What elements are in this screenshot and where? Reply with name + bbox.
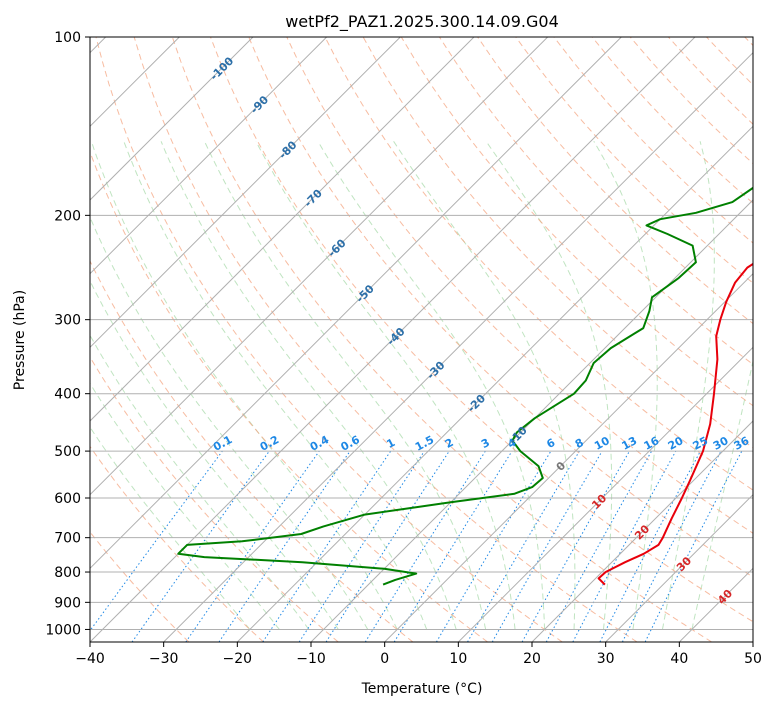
dry-adiabats [90, 37, 753, 642]
y-tick-label-5: 600 [54, 491, 81, 507]
dry-adiabat-20 [95, 37, 563, 642]
mixing-ratio-line-0 [90, 450, 223, 632]
moist-adiabat-8 [160, 141, 457, 630]
moist-adiabat--20 [90, 426, 251, 630]
isotherm-30 [605, 493, 753, 642]
mixing-ratio-line-1 [131, 450, 270, 642]
moist-adiabat-32 [593, 141, 658, 630]
mixing-ratio-line-2 [185, 450, 320, 642]
x-tick-label-8: 40 [670, 651, 688, 667]
y-tick-label-7: 800 [54, 565, 81, 581]
mixing-ratio-label-14: 20 [666, 434, 686, 453]
isotherm--90 [90, 37, 328, 275]
mixing-ratio-label-11: 10 [592, 434, 612, 453]
moist-adiabat-16 [255, 141, 516, 630]
background-lines [90, 37, 753, 642]
mixing-ratio-label-15: 25 [691, 434, 711, 453]
dry-adiabat--10 [90, 356, 339, 642]
dry-adiabat-30 [133, 37, 638, 642]
dry-adiabat-40 [171, 37, 712, 642]
y-tick-label-8: 900 [54, 595, 81, 611]
mixing-ratio-line-3 [218, 450, 351, 642]
x-tick-label-4: 0 [380, 651, 389, 667]
dry-adiabat-60 [248, 37, 753, 578]
isotherm--80 [90, 37, 401, 349]
isotherm-20 [531, 420, 753, 642]
moist-adiabat-0 [90, 141, 398, 630]
mixing-ratio-label-13: 16 [642, 434, 662, 453]
isotherm--40 [90, 37, 696, 642]
y-tick-label-6: 700 [54, 531, 81, 547]
isotherm--50 [90, 37, 622, 570]
mixing-ratio-label-16: 30 [711, 434, 731, 453]
isotherm--10 [310, 199, 753, 642]
y-tick-label-0: 100 [54, 30, 81, 46]
x-tick-label-6: 20 [523, 651, 541, 667]
y-tick-label-3: 400 [54, 387, 81, 403]
moist-adiabat--12 [90, 334, 310, 630]
moist-adiabat-4 [123, 141, 428, 630]
x-axis-ticks: −40 −30 −20 −10 0 10 20 30 40 50 [75, 642, 762, 667]
x-tick-label-1: −30 [149, 651, 179, 667]
mixing-ratio-line-17 [644, 450, 743, 642]
dry-adiabat-50 [210, 37, 753, 623]
series-temperature-line [597, 262, 753, 586]
y-tick-label-9: 1000 [45, 622, 81, 638]
mixing-ratio-label-17: 36 [732, 434, 752, 453]
x-tick-label-0: −40 [75, 651, 105, 667]
isotherm--100 [90, 37, 254, 201]
mixing-ratio-line-14 [572, 450, 677, 642]
mixing-ratio-line-13 [545, 450, 653, 642]
mixing-ratio-line-5 [298, 450, 425, 642]
moist-adiabat-20 [317, 141, 546, 630]
y-tick-label-1: 200 [54, 208, 81, 224]
isotherm--60 [90, 37, 549, 496]
moist-adiabat--8 [90, 279, 339, 630]
x-axis-label: Temperature (°C) [361, 681, 483, 697]
x-tick-label-5: 10 [449, 651, 467, 667]
y-axis-ticks: 100 200 300 400 500 600 700 800 900 1000 [45, 30, 90, 638]
mixing-ratio-line-4 [262, 450, 392, 642]
moist-adiabat-28 [485, 141, 613, 630]
moist-adiabat-24 [393, 141, 576, 630]
dry-adiabat-70 [286, 37, 753, 534]
mixing-ratio-label-12: 13 [620, 434, 640, 453]
plot-frame [89, 36, 754, 643]
y-tick-label-4: 500 [54, 444, 81, 460]
moist-adiabat-36 [661, 141, 715, 630]
dry-adiabat--20 [90, 445, 264, 642]
moist-adiabat--16 [90, 382, 280, 630]
plot-area [90, 37, 753, 642]
mixing-ratio-lines [90, 450, 743, 642]
isotherm-0 [384, 272, 753, 642]
y-tick-label-2: 300 [54, 313, 81, 329]
mixing-ratio-line-8 [393, 450, 513, 642]
moist-adiabats [90, 141, 753, 630]
moist-adiabat--4 [90, 215, 369, 630]
x-tick-label-9: 50 [744, 651, 762, 667]
moist-adiabat-40 [691, 358, 753, 630]
y-axis-label: Pressure (hPa) [12, 290, 28, 390]
x-tick-label-7: 30 [597, 651, 615, 667]
isotherm--70 [90, 37, 475, 422]
chart-title: wetPf2_PAZ1.2025.300.14.09.G04 [285, 12, 559, 32]
isotherm--20 [236, 125, 753, 642]
x-tick-label-2: −20 [223, 651, 253, 667]
isobar-gridlines [90, 37, 753, 630]
isotherm--30 [163, 51, 753, 642]
isotherm-10 [457, 346, 753, 642]
x-tick-label-3: −10 [296, 651, 326, 667]
dry-adiabat-0 [90, 259, 414, 642]
dry-adiabat-80 [324, 37, 753, 491]
isotherm-gridlines [90, 37, 753, 642]
dry-adiabat-130 [515, 37, 753, 284]
mixing-ratio-line-12 [521, 450, 630, 642]
mixing-ratio-line-6 [325, 450, 450, 642]
